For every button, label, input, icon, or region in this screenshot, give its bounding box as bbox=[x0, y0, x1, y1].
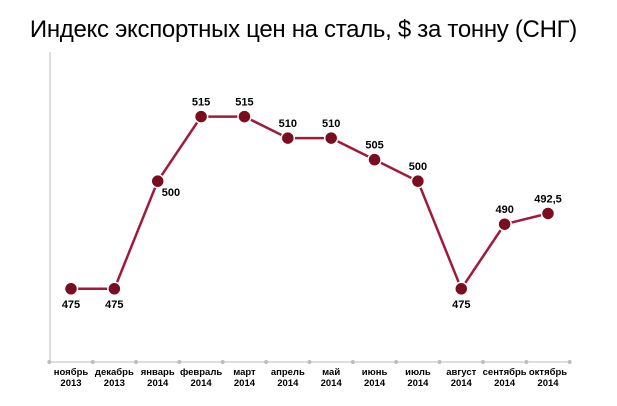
axis-tick bbox=[47, 360, 52, 364]
data-label: 492,5 bbox=[534, 193, 562, 205]
x-tick-label: май 2014 bbox=[321, 367, 343, 389]
axis-tick bbox=[220, 360, 225, 364]
x-tick-label: март 2014 bbox=[233, 367, 256, 389]
x-tick-label: апрель 2014 bbox=[271, 367, 305, 389]
x-axis-ticks bbox=[47, 360, 572, 364]
data-point bbox=[107, 281, 122, 297]
data-label: 475 bbox=[62, 299, 80, 311]
data-label: 505 bbox=[365, 140, 383, 152]
x-tick-label: август 2014 bbox=[446, 367, 476, 389]
data-label: 510 bbox=[279, 118, 297, 130]
x-tick-label: январь 2014 bbox=[141, 367, 175, 389]
axis-tick bbox=[394, 360, 399, 364]
axis-tick bbox=[177, 360, 182, 364]
axis-tick bbox=[264, 360, 269, 364]
data-label: 500 bbox=[162, 187, 180, 199]
data-labels: 475 475 500 515 515 510 510 505 500 475 490 492,5 bbox=[62, 97, 562, 311]
x-tick-label: июнь 2014 bbox=[362, 367, 388, 389]
data-label: 515 bbox=[192, 97, 210, 109]
data-point bbox=[193, 109, 209, 124]
x-tick-label: октябрь 2014 bbox=[529, 367, 567, 389]
series-line bbox=[71, 115, 549, 291]
x-tick-label: июль 2014 bbox=[405, 367, 431, 389]
axis-tick bbox=[90, 360, 95, 364]
data-point bbox=[237, 109, 252, 124]
data-point bbox=[63, 281, 79, 297]
data-point bbox=[497, 216, 512, 232]
data-label: 475 bbox=[452, 299, 470, 311]
x-tick-label: февраль 2014 bbox=[180, 367, 222, 389]
x-tick-label: ноябрь 2013 bbox=[54, 367, 89, 389]
data-point bbox=[540, 206, 556, 221]
axis-tick bbox=[350, 360, 355, 364]
x-tick-label: сентябрь 2014 bbox=[483, 367, 527, 389]
data-label: 500 bbox=[409, 161, 427, 173]
data-label: 490 bbox=[495, 204, 513, 216]
data-points bbox=[63, 109, 556, 297]
axis-tick bbox=[134, 360, 139, 364]
data-point bbox=[150, 173, 165, 189]
data-label: 475 bbox=[105, 299, 123, 311]
x-tick-label: декабрь 2013 bbox=[95, 367, 134, 389]
axis-tick bbox=[307, 360, 312, 364]
data-point bbox=[410, 173, 426, 189]
chart-title: Индекс экспортных цен на сталь, $ за тон… bbox=[29, 16, 577, 43]
data-label: 510 bbox=[322, 118, 340, 130]
data-point bbox=[280, 130, 296, 146]
data-point bbox=[323, 130, 339, 146]
data-point bbox=[367, 152, 382, 167]
axis-tick bbox=[567, 360, 572, 364]
data-point bbox=[454, 281, 469, 297]
axis-tick bbox=[480, 360, 485, 364]
axis-tick bbox=[437, 360, 442, 364]
data-label: 515 bbox=[235, 97, 253, 109]
axis-tick bbox=[524, 360, 529, 364]
